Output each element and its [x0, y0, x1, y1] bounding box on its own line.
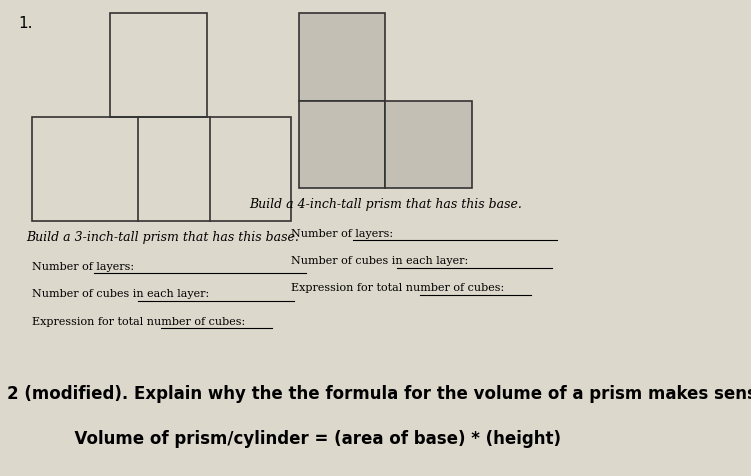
Text: Build a 4-inch-tall prism that has this base.: Build a 4-inch-tall prism that has this … — [249, 198, 522, 211]
Bar — [299, 101, 385, 188]
Bar — [299, 13, 385, 101]
Text: Number of cubes in each layer:: Number of cubes in each layer: — [291, 256, 468, 266]
Text: Number of layers:: Number of layers: — [32, 262, 134, 272]
Bar — [110, 13, 207, 117]
Text: Expression for total number of cubes:: Expression for total number of cubes: — [291, 283, 504, 293]
Bar — [32, 117, 291, 221]
Text: Expression for total number of cubes:: Expression for total number of cubes: — [32, 317, 246, 327]
Text: 2 (modified). Explain why the the formula for the volume of a prism makes sense:: 2 (modified). Explain why the the formul… — [7, 385, 751, 403]
Bar — [385, 101, 472, 188]
Text: Number of layers:: Number of layers: — [291, 228, 393, 238]
Text: 1.: 1. — [18, 16, 32, 30]
Text: Volume of prism/cylinder = (area of base) * (height): Volume of prism/cylinder = (area of base… — [41, 430, 561, 447]
Text: Number of cubes in each layer:: Number of cubes in each layer: — [32, 289, 210, 299]
Text: Build a 3-inch-tall prism that has this base.: Build a 3-inch-tall prism that has this … — [26, 231, 299, 244]
